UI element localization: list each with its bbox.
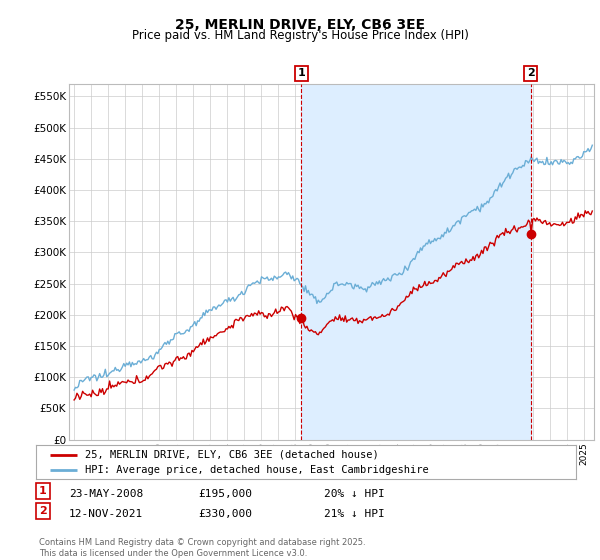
- Text: Contains HM Land Registry data © Crown copyright and database right 2025.
This d: Contains HM Land Registry data © Crown c…: [39, 538, 365, 558]
- Text: 23-MAY-2008: 23-MAY-2008: [69, 489, 143, 499]
- Text: 1: 1: [298, 68, 305, 78]
- Text: 20% ↓ HPI: 20% ↓ HPI: [324, 489, 385, 499]
- Bar: [301, 84, 530, 440]
- Text: 25, MERLIN DRIVE, ELY, CB6 3EE (detached house): 25, MERLIN DRIVE, ELY, CB6 3EE (detached…: [85, 450, 379, 460]
- Text: 25, MERLIN DRIVE, ELY, CB6 3EE: 25, MERLIN DRIVE, ELY, CB6 3EE: [175, 18, 425, 32]
- Text: 2: 2: [527, 68, 535, 78]
- Text: 12-NOV-2021: 12-NOV-2021: [69, 509, 143, 519]
- Text: Price paid vs. HM Land Registry's House Price Index (HPI): Price paid vs. HM Land Registry's House …: [131, 29, 469, 42]
- Text: £330,000: £330,000: [198, 509, 252, 519]
- Text: 2: 2: [39, 506, 47, 516]
- Text: HPI: Average price, detached house, East Cambridgeshire: HPI: Average price, detached house, East…: [85, 465, 428, 475]
- Text: £195,000: £195,000: [198, 489, 252, 499]
- Text: 1: 1: [39, 486, 47, 496]
- Text: 21% ↓ HPI: 21% ↓ HPI: [324, 509, 385, 519]
